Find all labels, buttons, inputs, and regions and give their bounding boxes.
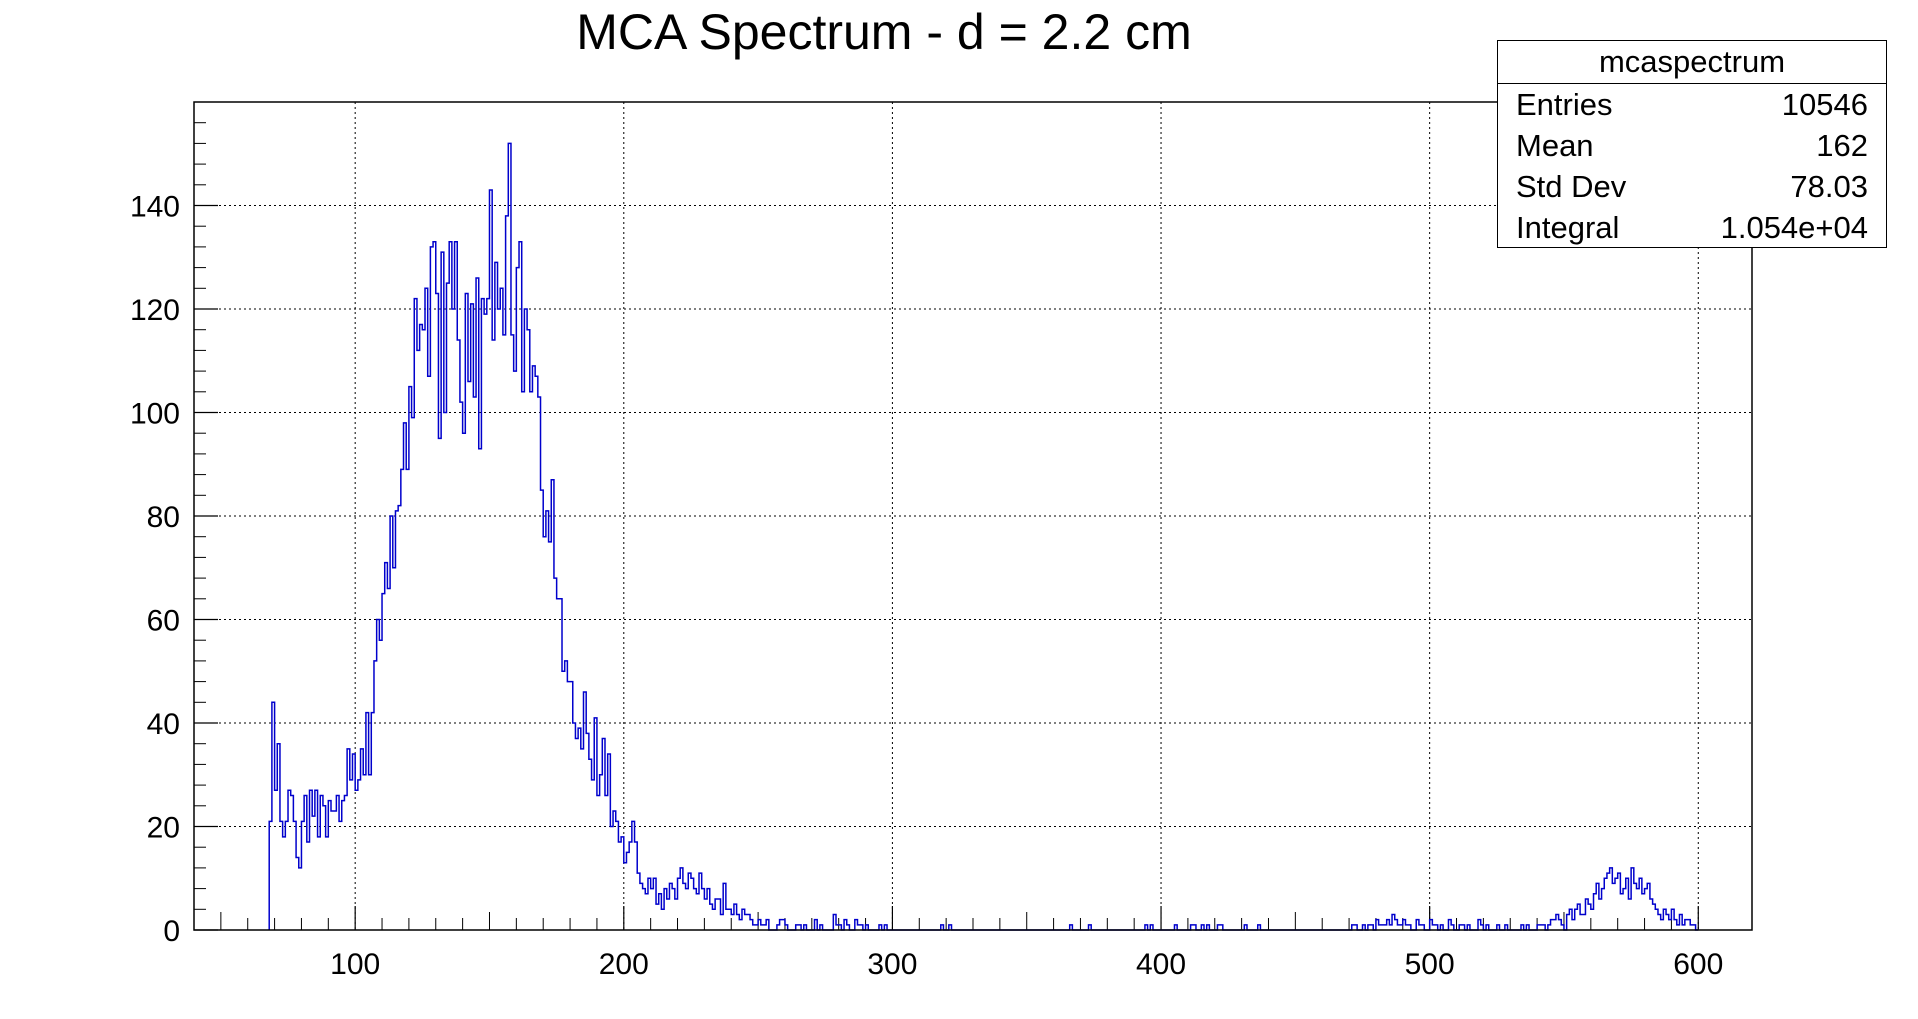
x-tick-label: 600 <box>1673 948 1723 981</box>
y-tick-label: 60 <box>147 605 180 638</box>
stats-label: Mean <box>1516 128 1594 163</box>
x-tick-label: 300 <box>867 948 917 981</box>
y-tick-labels: 0 20 40 60 80 100 120 140 <box>130 191 180 949</box>
y-tick-label: 20 <box>147 812 180 845</box>
stats-value: 1.054e+04 <box>1720 210 1868 245</box>
stats-label: Entries <box>1516 87 1613 122</box>
stats-label: Integral <box>1516 210 1620 245</box>
y-tick-label: 40 <box>147 708 180 741</box>
stats-value: 10546 <box>1781 87 1868 122</box>
stats-title: mcaspectrum <box>1498 41 1886 84</box>
major-ticks <box>194 204 1699 931</box>
x-tick-label: 500 <box>1405 948 1455 981</box>
stats-row-mean: Mean 162 <box>1498 125 1886 166</box>
x-tick-label: 400 <box>1136 948 1186 981</box>
plot-frame <box>193 101 1753 931</box>
histogram-line <box>268 142 1699 931</box>
stats-value: 78.03 <box>1790 169 1868 204</box>
x-tick-labels: 100 200 300 400 500 600 <box>330 948 1723 981</box>
minor-ticks <box>194 122 1672 930</box>
stats-row-integral: Integral 1.054e+04 <box>1498 207 1886 248</box>
stats-row-std-dev: Std Dev 78.03 <box>1498 166 1886 207</box>
y-tick-label: 100 <box>130 398 180 431</box>
y-tick-label: 0 <box>163 915 180 948</box>
stats-box: mcaspectrum Entries 10546 Mean 162 Std D… <box>1497 40 1887 248</box>
y-tick-label: 140 <box>130 191 180 224</box>
y-tick-label: 120 <box>130 294 180 327</box>
grid-lines <box>194 102 1752 930</box>
stats-label: Std Dev <box>1516 169 1627 204</box>
chart-title: MCA Spectrum - d = 2.2 cm <box>576 4 1192 60</box>
x-tick-label: 100 <box>330 948 380 981</box>
y-tick-label: 80 <box>147 501 180 534</box>
stats-value: 162 <box>1816 128 1868 163</box>
stats-row-entries: Entries 10546 <box>1498 84 1886 125</box>
x-tick-label: 200 <box>599 948 649 981</box>
